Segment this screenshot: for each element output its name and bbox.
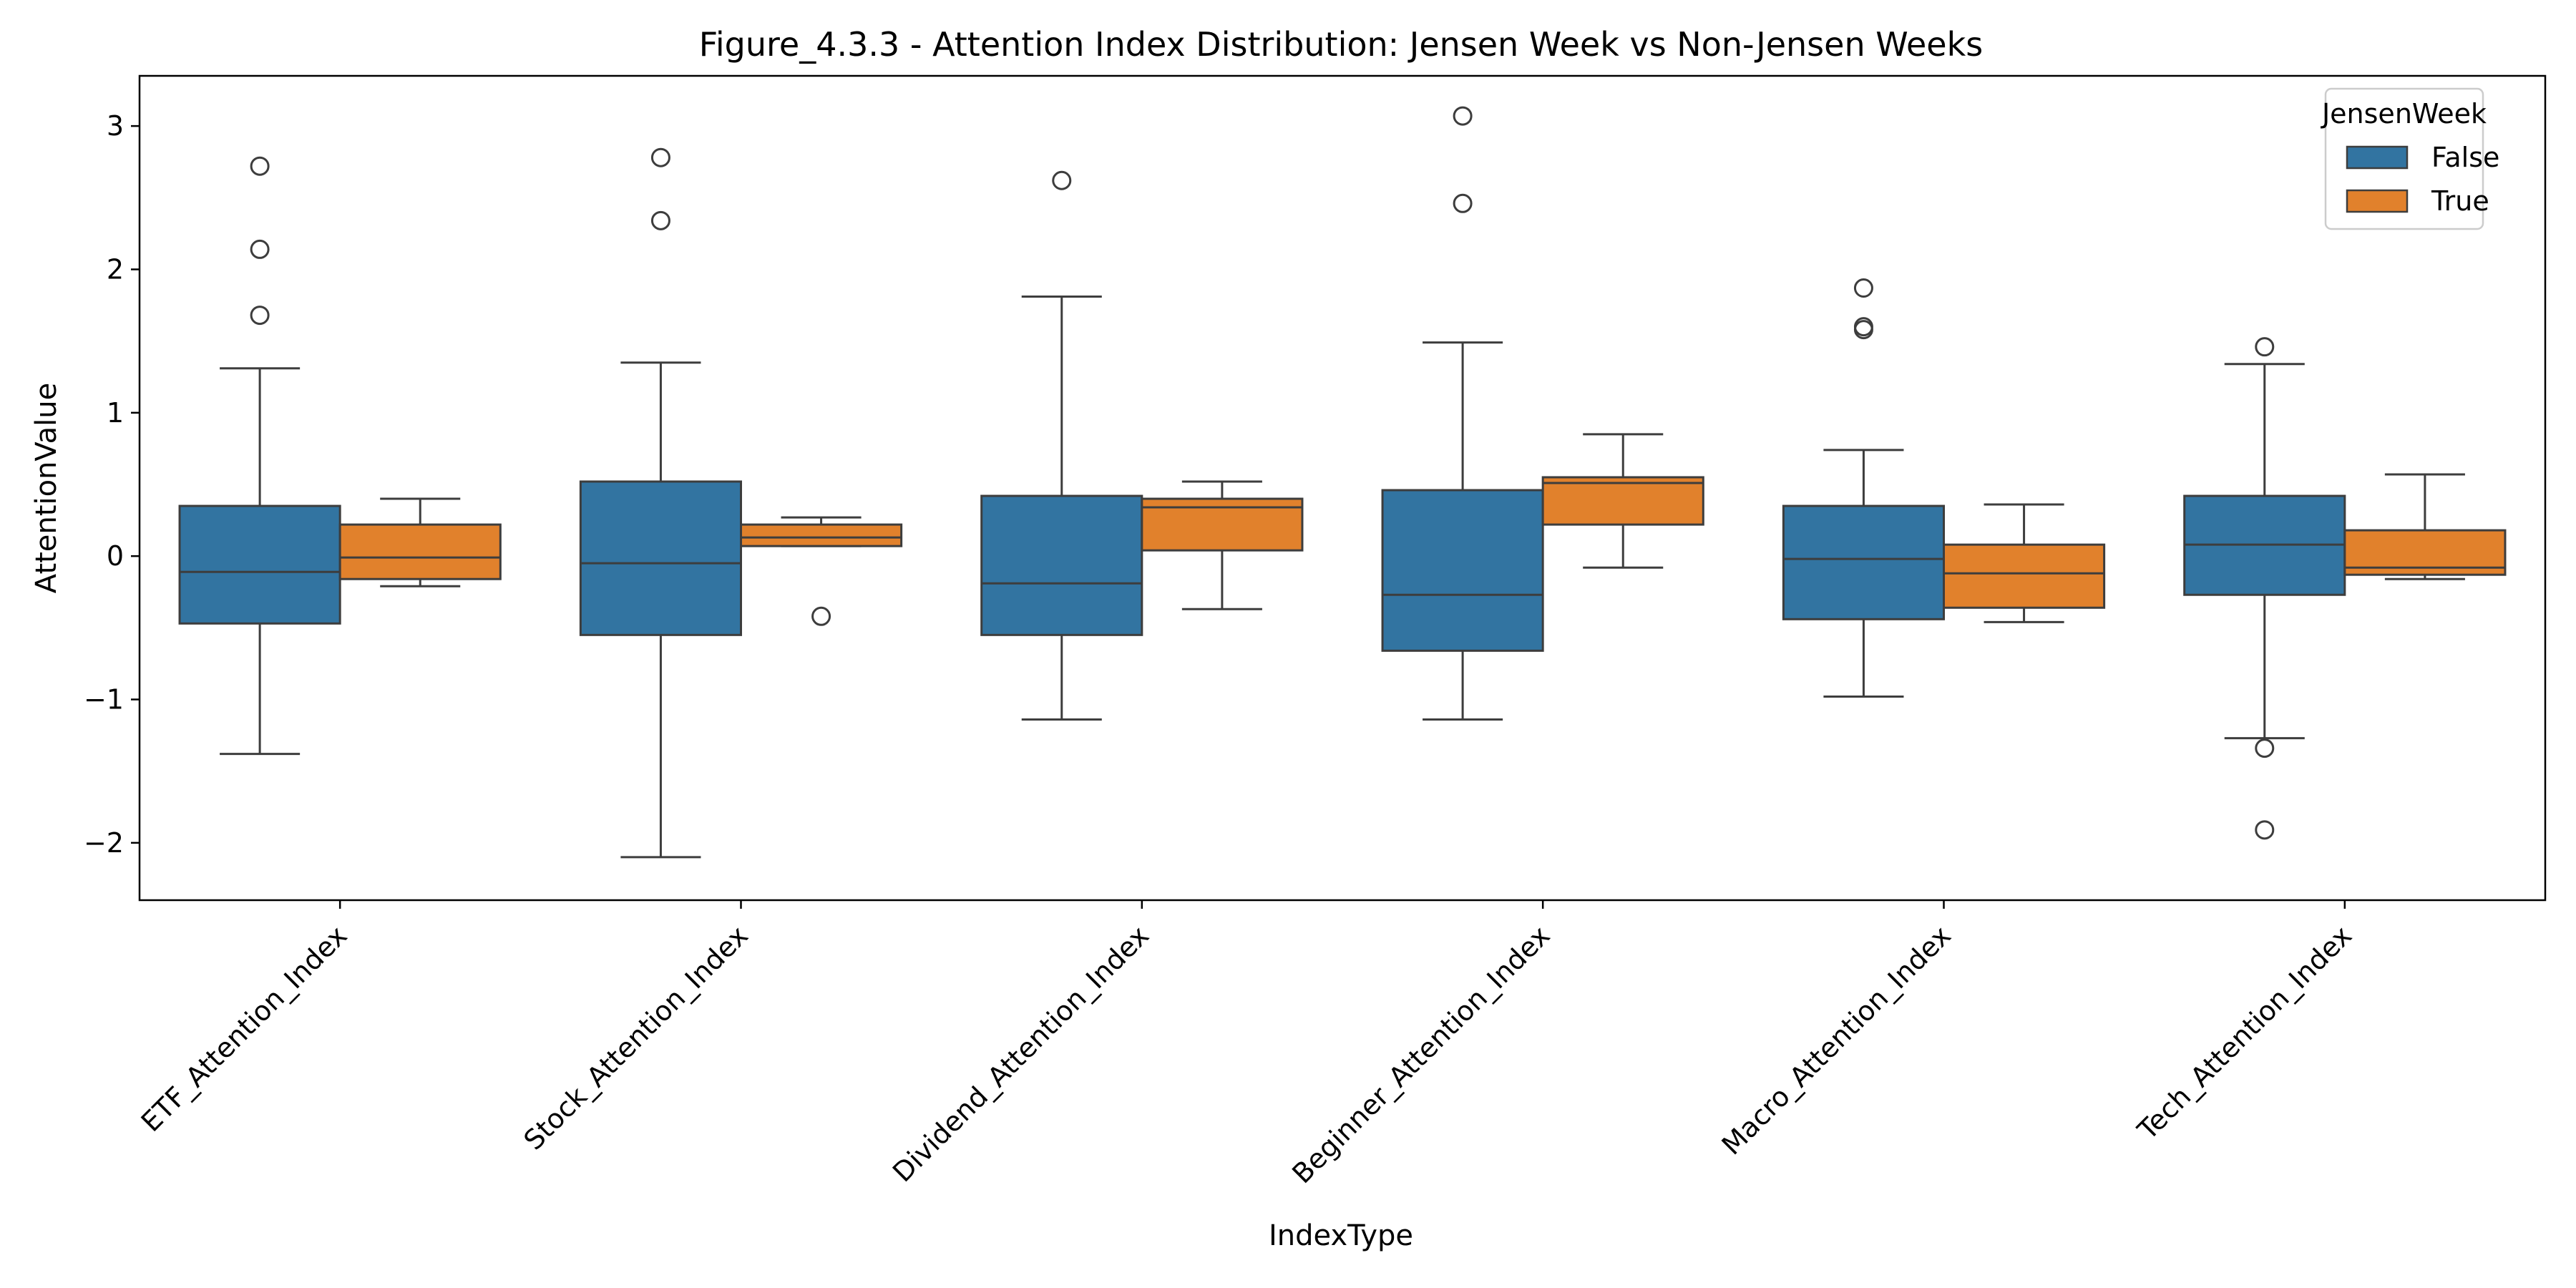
- iqr-box: [740, 523, 903, 547]
- iqr-box: [1541, 476, 1704, 526]
- chart-title: Figure_4.3.3 - Attention Index Distribut…: [699, 25, 1983, 64]
- plot-area: [178, 106, 2507, 859]
- legend: JensenWeek False True: [2321, 87, 2499, 230]
- iqr-box: [338, 523, 502, 580]
- box-false-4: [1782, 278, 1946, 698]
- iqr-box: [1943, 543, 2106, 609]
- outlier-point: [2255, 820, 2275, 840]
- iqr-box: [1782, 504, 1946, 620]
- plot-frame: [138, 74, 2547, 902]
- iqr-box: [579, 480, 742, 636]
- outlier-point: [1052, 170, 1072, 190]
- outlier-point: [2255, 738, 2275, 758]
- outlier-point: [650, 147, 670, 167]
- outlier-point: [650, 210, 670, 230]
- y-axis-label: AttentionValue: [30, 383, 63, 593]
- box-false-5: [2183, 337, 2346, 840]
- y-tick-label: −2: [84, 827, 124, 859]
- legend-swatch-true: [2346, 189, 2409, 213]
- outlier-point: [2255, 337, 2275, 357]
- iqr-box: [1381, 489, 1544, 652]
- y-tick-label: 2: [107, 253, 124, 285]
- x-axis-label: IndexType: [1269, 1219, 1413, 1252]
- legend-label-false: False: [2431, 142, 2499, 173]
- box-true-4: [1943, 503, 2106, 623]
- y-tick-label: −1: [84, 684, 124, 716]
- box-true-5: [2343, 473, 2507, 580]
- outlier-point: [811, 606, 831, 626]
- box-false-1: [579, 147, 742, 859]
- box-false-0: [178, 156, 341, 756]
- legend-swatch-false: [2346, 145, 2409, 170]
- y-axis: −2 −1 0 1 2 3: [84, 110, 140, 859]
- legend-title: JensenWeek: [2321, 98, 2487, 130]
- outlier-point: [1453, 193, 1473, 213]
- x-tick-label: Tech_Attention_Index: [2131, 919, 2358, 1146]
- x-tick-label: Macro_Attention_Index: [1716, 919, 1957, 1161]
- outlier-point: [250, 306, 270, 326]
- box-false-3: [1381, 106, 1544, 721]
- box-true-0: [338, 497, 502, 587]
- outlier-point: [250, 239, 270, 259]
- x-tick-label: Stock_Attention_Index: [518, 919, 754, 1156]
- x-axis: ETF_Attention_Index Stock_Attention_Index…: [135, 900, 2358, 1189]
- legend-label-true: True: [2431, 185, 2489, 217]
- iqr-box: [980, 494, 1143, 636]
- x-tick-label: Beginner_Attention_Index: [1286, 919, 1556, 1189]
- box-true-3: [1541, 433, 1704, 569]
- outlier-point: [250, 156, 270, 176]
- box-true-1: [740, 516, 903, 626]
- outlier-point: [1453, 106, 1473, 126]
- box-true-2: [1141, 480, 1304, 610]
- y-tick-label: 3: [107, 110, 124, 142]
- outlier-point: [1853, 320, 1873, 340]
- x-tick-label: ETF_Attention_Index: [135, 919, 353, 1138]
- y-tick-label: 1: [107, 397, 124, 429]
- y-tick-label: 0: [107, 540, 124, 572]
- box-false-2: [980, 170, 1143, 721]
- outlier-point: [1853, 278, 1873, 298]
- x-tick-label: Dividend_Attention_Index: [887, 919, 1155, 1188]
- iqr-box: [178, 504, 341, 625]
